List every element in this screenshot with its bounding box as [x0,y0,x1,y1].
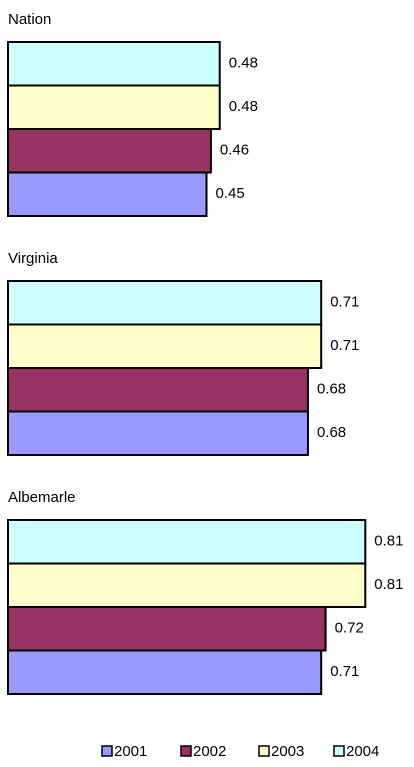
legend-swatch [333,745,345,757]
bar [7,367,309,413]
value-label: 0.71 [330,663,359,680]
bar [7,171,208,217]
value-label: 0.45 [216,185,245,202]
value-label: 0.81 [374,533,403,550]
bar [7,649,323,695]
value-label: 0.68 [317,381,346,398]
group-label: Nation [8,11,51,28]
legend-label: 2002 [193,743,226,760]
bar [7,84,221,130]
legend-label: 2003 [271,743,304,760]
value-label: 0.68 [317,424,346,441]
bar [7,323,323,369]
value-label: 0.48 [229,55,258,72]
value-label: 0.72 [335,620,364,637]
bar [7,128,212,174]
bar [7,562,367,608]
legend-label: 2004 [346,743,379,760]
value-label: 0.48 [229,98,258,115]
group-label: Albemarle [8,489,76,506]
legend-label: 2001 [114,743,147,760]
value-label: 0.46 [220,142,249,159]
value-label: 0.81 [374,576,403,593]
bar [7,41,221,87]
legend-swatch [180,745,192,757]
legend-swatch [101,745,113,757]
bar [7,280,323,326]
bar [7,606,327,652]
value-label: 0.71 [330,337,359,354]
group-label: Virginia [8,250,58,267]
bar [7,519,367,565]
legend-swatch [258,745,270,757]
bar [7,410,309,456]
value-label: 0.71 [330,294,359,311]
